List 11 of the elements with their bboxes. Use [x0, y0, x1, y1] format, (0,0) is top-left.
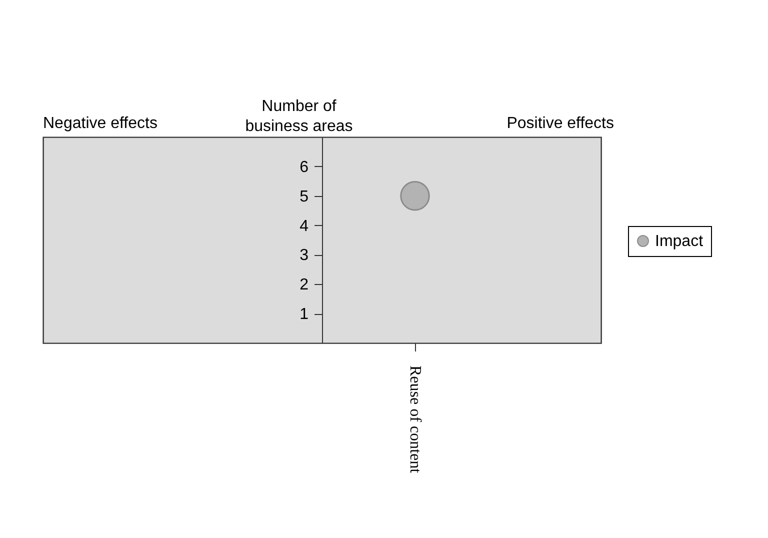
y-tick-label: 2: [300, 276, 309, 294]
y-tick-label: 4: [300, 218, 309, 235]
y-tick-label: 3: [300, 247, 309, 264]
y-axis-title: Number of business areas: [245, 98, 353, 135]
text: Positive effects: [506, 115, 614, 132]
legend-label: Impact: [655, 233, 704, 250]
x-tick-label: Reuse of content: [406, 366, 424, 474]
text: Negative effects: [43, 115, 158, 132]
y-tick-label: 5: [300, 188, 309, 206]
y-tick-label: 1: [300, 306, 309, 324]
y-tick-label: 6: [300, 158, 309, 176]
